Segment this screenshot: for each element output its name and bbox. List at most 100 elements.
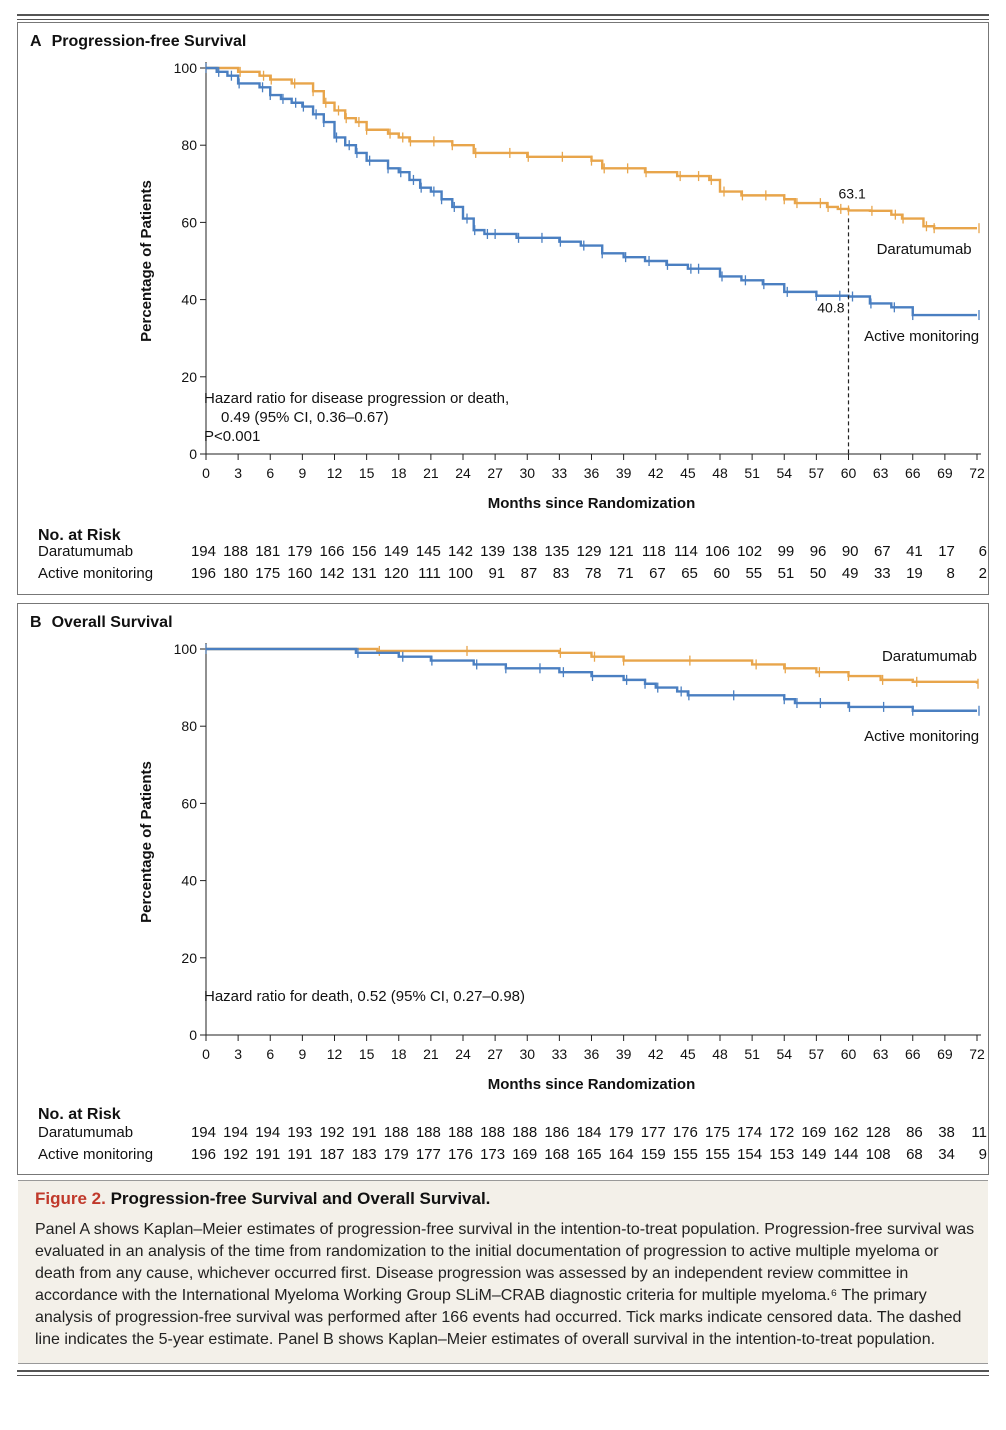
y-axis-label: Percentage of Patients: [138, 761, 155, 923]
x-tick-label: 12: [327, 1046, 343, 1062]
risk-value: 38: [938, 1124, 955, 1141]
bottom-rule-thin: [17, 1375, 989, 1376]
risk-row-label: Daratumumab: [38, 1124, 134, 1141]
panel-a-letter: A: [30, 33, 42, 50]
risk-value: 169: [512, 1146, 538, 1163]
x-tick-label: 27: [487, 1046, 503, 1062]
y-tick-label: 20: [181, 950, 197, 966]
risk-value: 9: [978, 1146, 987, 1163]
risk-value: 164: [608, 1146, 634, 1163]
risk-value: 173: [480, 1146, 506, 1163]
caption-body: Panel A shows Kaplan–Meier estimates of …: [35, 1221, 975, 1348]
risk-value: 188: [415, 1124, 441, 1141]
risk-b-title: No. at Risk: [38, 1106, 121, 1123]
risk-value: 160: [287, 565, 313, 582]
x-tick-label: 9: [298, 465, 306, 481]
risk-value: 71: [616, 565, 634, 582]
risk-value: 180: [223, 565, 249, 582]
top-rule: [17, 14, 989, 16]
x-tick-label: 6: [266, 1046, 274, 1062]
x-tick-label: 0: [202, 465, 210, 481]
x-tick-label: 72: [969, 1046, 985, 1062]
figure-label: Figure 2.: [35, 1189, 106, 1208]
series-label-daratumumab: Daratumumab: [882, 648, 977, 665]
risk-value: 87: [520, 565, 538, 582]
y-tick-label: 40: [181, 292, 197, 308]
series-line-active-monitoring: [206, 647, 977, 712]
risk-value: 111: [418, 565, 441, 582]
panel-a-title-text: Progression-free Survival: [51, 33, 247, 50]
panel-b: B Overall Survival 0 20 40 60 80 100 0 3 6 9 12 15 18…: [17, 603, 989, 1175]
risk-value: 86: [906, 1124, 923, 1141]
x-tick-label: 63: [873, 1046, 889, 1062]
risk-row-label: Daratumumab: [38, 543, 134, 560]
x-tick-label: 69: [937, 1046, 953, 1062]
x-tick-label: 12: [327, 465, 343, 481]
x-tick-label: 3: [234, 465, 242, 481]
risk-value: 188: [383, 1124, 409, 1141]
series-label-active: Active monitoring: [864, 328, 979, 345]
risk-value: 41: [906, 543, 923, 560]
risk-value: 102: [737, 543, 763, 560]
risk-value: 188: [223, 543, 249, 560]
risk-value: 194: [190, 1124, 216, 1141]
risk-value: 121: [608, 543, 634, 560]
x-tick-label: 42: [648, 1046, 664, 1062]
risk-value: 106: [704, 543, 730, 560]
y-tick-label: 80: [181, 718, 197, 734]
risk-value: 145: [415, 543, 441, 560]
risk-value: 153: [769, 1146, 795, 1163]
x-tick-label: 3: [234, 1046, 242, 1062]
risk-value: 129: [576, 543, 602, 560]
risk-value: 118: [641, 543, 666, 560]
risk-value: 192: [223, 1146, 249, 1163]
hazard-annotation: Hazard ratio for disease progression or …: [204, 390, 509, 407]
risk-value: 179: [608, 1124, 634, 1141]
risk-value: 2: [978, 565, 987, 582]
risk-value: 154: [737, 1146, 763, 1163]
risk-value: 135: [544, 543, 570, 560]
panel-b-title-text: Overall Survival: [51, 614, 173, 631]
x-tick-label: 15: [359, 1046, 375, 1062]
y-tick-label: 60: [181, 214, 197, 230]
hazard-annotation: P<0.001: [204, 428, 260, 445]
risk-value: 67: [649, 565, 666, 582]
x-tick-label: 66: [905, 1046, 921, 1062]
y-tick-label: 0: [189, 1027, 197, 1043]
x-tick-label: 48: [712, 465, 728, 481]
risk-value: 169: [801, 1124, 827, 1141]
x-tick-label: 54: [776, 1046, 792, 1062]
risk-value: 17: [938, 543, 955, 560]
risk-value: 120: [383, 565, 409, 582]
x-tick-label: 57: [809, 465, 825, 481]
risk-value: 196: [190, 565, 216, 582]
risk-value: 128: [865, 1124, 891, 1141]
x-tick-label: 45: [680, 465, 696, 481]
x-tick-label: 33: [552, 1046, 568, 1062]
risk-row-label: Active monitoring: [38, 565, 154, 582]
risk-a-title: No. at Risk: [38, 527, 121, 544]
risk-value: 67: [873, 543, 891, 560]
series-line-daratumumab: [206, 647, 979, 684]
risk-value: 184: [576, 1124, 602, 1141]
risk-value: 60: [713, 565, 730, 582]
risk-value: 188: [512, 1124, 538, 1141]
panel-a-title: A Progression-free Survival: [30, 33, 246, 51]
risk-value: 176: [672, 1124, 698, 1141]
x-tick-label: 69: [937, 465, 953, 481]
risk-value: 191: [287, 1146, 313, 1163]
x-tick-label: 9: [298, 1046, 306, 1062]
risk-value: 162: [833, 1124, 859, 1141]
x-tick-label: 36: [584, 465, 600, 481]
risk-value: 6: [978, 543, 987, 560]
risk-value: 183: [351, 1146, 377, 1163]
risk-value: 155: [704, 1146, 730, 1163]
risk-value: 194: [255, 1124, 281, 1141]
x-tick-label: 66: [905, 465, 921, 481]
x-tick-label: 72: [969, 465, 985, 481]
value-label-daratumumab: 63.1: [839, 185, 866, 201]
y-tick-label: 0: [189, 446, 197, 462]
risk-value: 174: [737, 1124, 763, 1141]
risk-value: 19: [906, 565, 923, 582]
x-tick-label: 63: [873, 465, 889, 481]
